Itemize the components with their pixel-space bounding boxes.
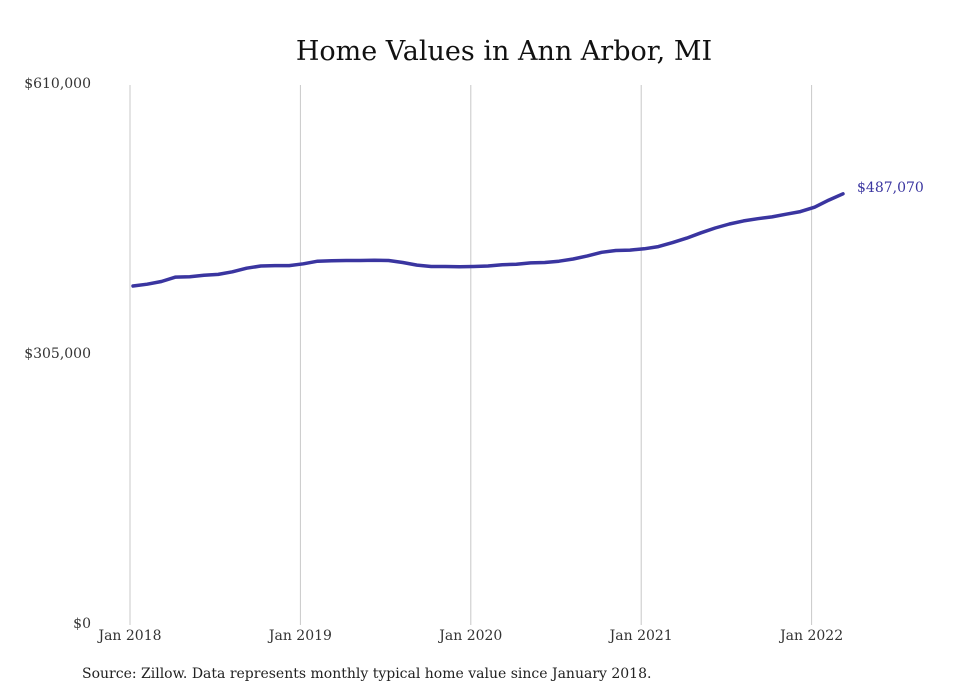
end-value-label: $487,070 (857, 180, 924, 196)
x-tick-label: Jan 2021 (608, 628, 673, 644)
x-tick-label: Jan 2020 (437, 628, 502, 644)
x-tick-label: Jan 2022 (778, 628, 843, 644)
x-tick-label: Jan 2019 (267, 628, 332, 644)
y-tick-label: $305,000 (24, 346, 91, 362)
chart-title: Home Values in Ann Arbor, MI (296, 36, 712, 67)
source-note: Source: Zillow. Data represents monthly … (82, 666, 652, 682)
x-axis: Jan 2018 Jan 2019 Jan 2020 Jan 2021 Jan 2022 (96, 628, 843, 644)
y-axis: $0 $305,000 $610,000 (24, 76, 91, 632)
series-line (131, 192, 845, 288)
x-tick-label: Jan 2018 (96, 628, 161, 644)
y-tick-label: $610,000 (24, 76, 91, 92)
y-tick-label: $0 (73, 616, 91, 632)
gridlines (129, 85, 813, 625)
